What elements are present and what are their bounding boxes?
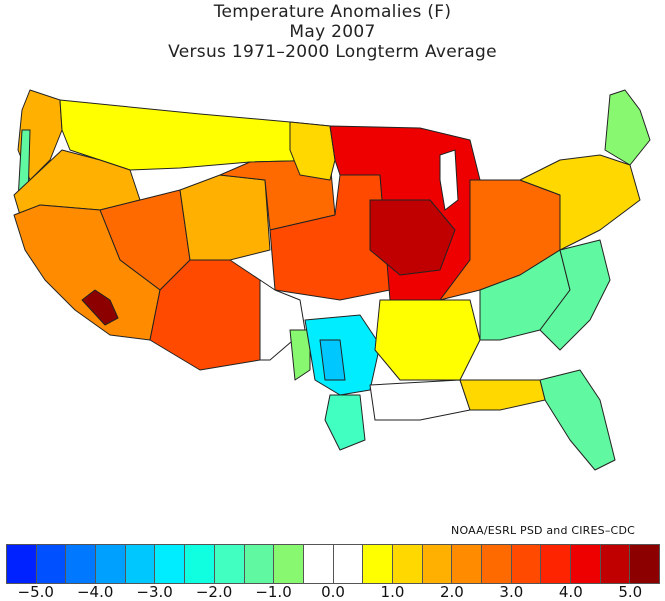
- color-scale-cell: [511, 545, 542, 583]
- color-scale-cell: [244, 545, 275, 583]
- color-scale-tick-label: 2.0: [439, 583, 464, 601]
- color-scale-cell: [571, 545, 601, 583]
- color-scale-cell: [274, 545, 304, 583]
- color-scale-cell: [303, 545, 334, 583]
- color-scale-cell: [7, 545, 37, 583]
- us-anomaly-map: [13, 89, 651, 471]
- color-scale-cell: [482, 545, 512, 583]
- color-scale-tick-label: −2.0: [195, 583, 233, 601]
- color-scale-tick-label: 1.0: [380, 583, 405, 601]
- color-scale-cell: [422, 545, 453, 583]
- map-region: [289, 329, 311, 381]
- color-scale-tick-label: −3.0: [136, 583, 173, 601]
- color-scale-cell: [452, 545, 482, 583]
- color-scale-cell: [630, 545, 660, 583]
- map-region: [604, 89, 651, 166]
- map-subtitle-baseline: Versus 1971–2000 Longterm Average: [168, 42, 497, 62]
- color-scale-cell: [600, 545, 631, 583]
- color-scale-cell: [363, 545, 393, 583]
- color-scale-tick-label: −5.0: [17, 583, 54, 601]
- map-region: [304, 314, 381, 396]
- lake-michigan: [439, 149, 459, 211]
- map-region: [369, 379, 471, 421]
- color-scale-tick-label: −4.0: [76, 583, 114, 601]
- color-scale-bar: [6, 544, 660, 584]
- color-scale-tick-label: 0.0: [321, 583, 345, 601]
- map-region: [179, 174, 271, 261]
- color-scale-cell: [392, 545, 423, 583]
- color-scale-cell: [541, 545, 572, 583]
- map-region: [539, 369, 616, 471]
- data-source-credit: NOAA/ESRL PSD and CIRES–CDC: [451, 524, 635, 537]
- color-scale-tick-label: 5.0: [618, 583, 643, 601]
- color-scale-cell: [96, 545, 126, 583]
- map-region: [369, 199, 456, 276]
- map-region: [374, 299, 481, 381]
- color-scale-tick-label: 3.0: [499, 583, 524, 601]
- map-region: [324, 394, 366, 451]
- map-region: [319, 339, 346, 381]
- color-scale-tick-label: −1.0: [255, 583, 292, 601]
- color-scale-cell: [333, 545, 364, 583]
- map-region: [539, 239, 611, 351]
- color-scale-ticks: −5.0 −4.0 −3.0 −2.0 −1.0 0.0 1.0 2.0 3.0 4.0 5.0: [6, 584, 660, 600]
- color-scale-cell: [214, 545, 245, 583]
- color-scale-tick-label: 4.0: [558, 583, 583, 601]
- map-region: [459, 379, 546, 411]
- color-scale-cell: [185, 545, 215, 583]
- color-scale-cell: [125, 545, 156, 583]
- map-title: Temperature Anomalies (F): [213, 2, 452, 22]
- color-scale-cell: [155, 545, 186, 583]
- map-subtitle-period: May 2007: [289, 22, 376, 42]
- color-scale-cell: [36, 545, 67, 583]
- map-region: [81, 289, 119, 326]
- map-region: [519, 154, 641, 251]
- color-scale-cell: [66, 545, 97, 583]
